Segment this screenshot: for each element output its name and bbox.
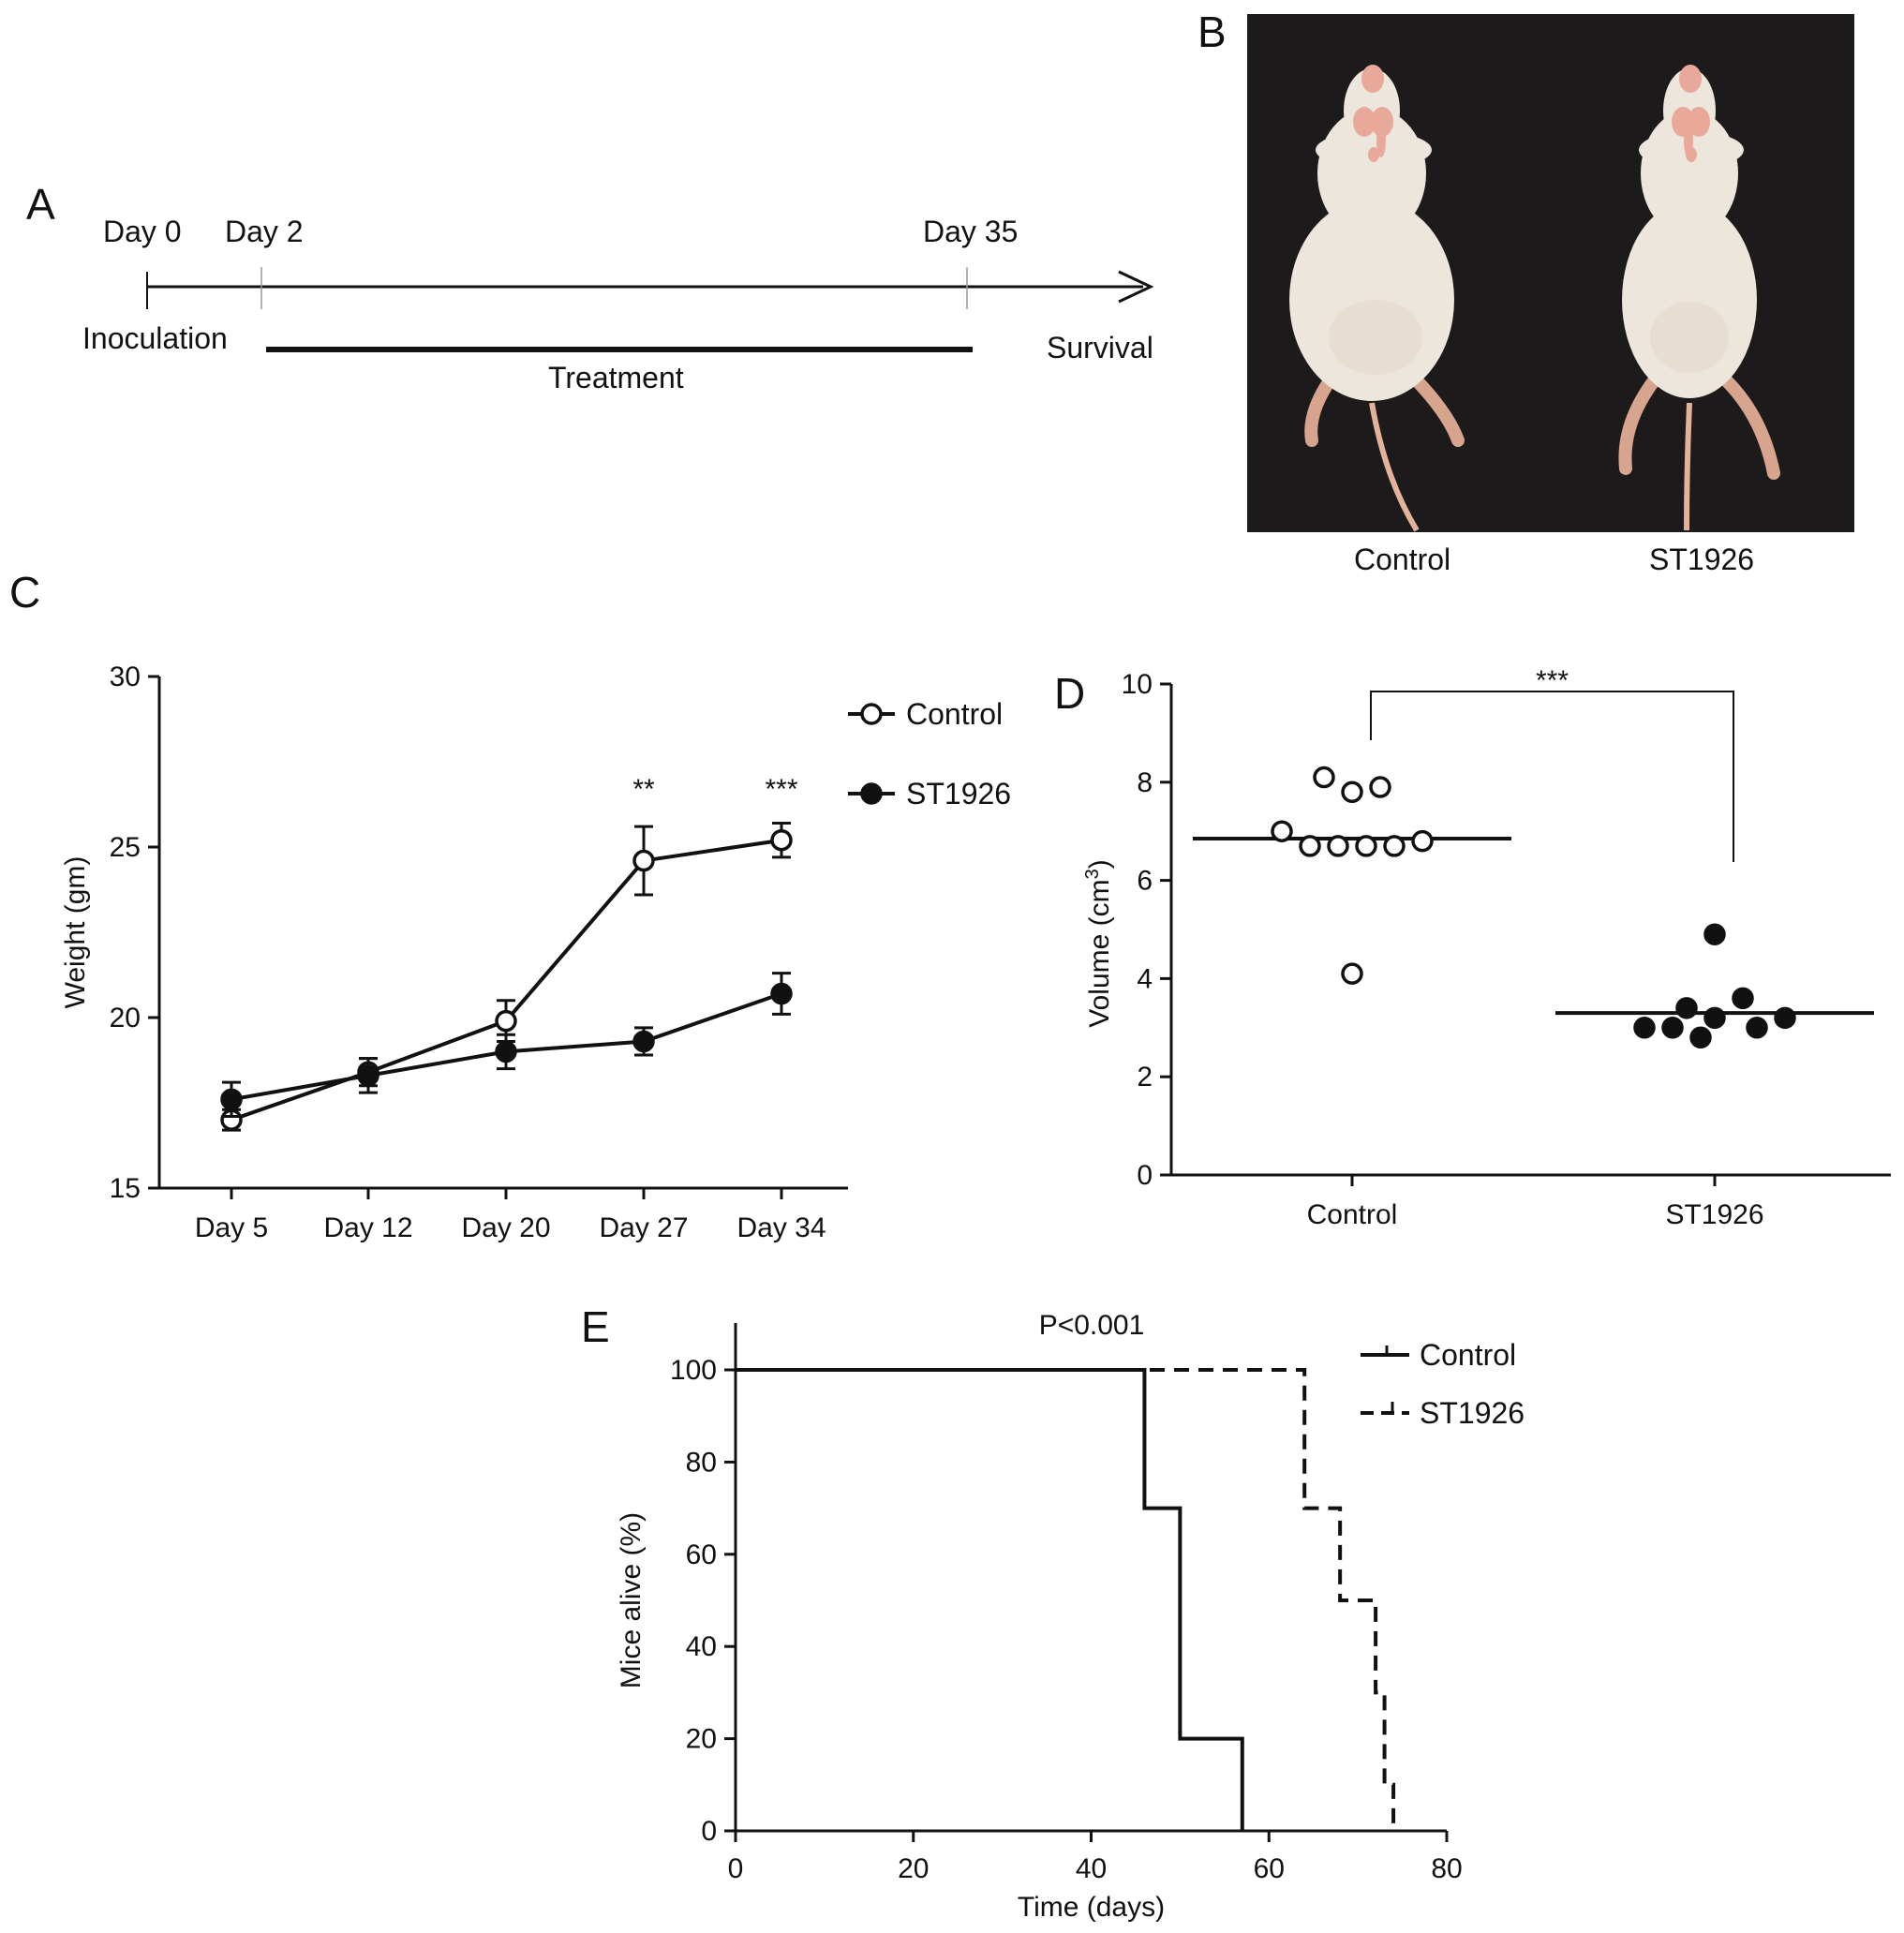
x-tick-label-control: Control	[1307, 1199, 1398, 1230]
data-point-control-0	[1313, 766, 1335, 789]
panel-c-letter: C	[9, 568, 40, 617]
y-axis-label: Weight (gm)	[60, 856, 91, 1009]
legend-label-control: Control	[906, 697, 1003, 731]
data-point-control-9	[1341, 962, 1363, 985]
survival-curve-st1926	[736, 1368, 1396, 1831]
significance-label: ***	[1536, 665, 1569, 696]
y-tick-label-20: 20	[686, 1724, 717, 1755]
timeline-label-day-0: Day 0	[103, 215, 182, 248]
data-point-st1926-7	[1774, 1006, 1796, 1030]
y-tick-label-100: 100	[670, 1355, 717, 1386]
timeline-label-day-35: Day 35	[923, 215, 1018, 248]
legend-marker-st1926	[860, 782, 883, 805]
survival-chart: 0 20 40 60 80 100 0 20 40 60 80 Time (days) Mice ali…	[616, 1310, 1525, 1923]
y-tick-label-40: 40	[686, 1631, 717, 1662]
data-point-control-6	[1383, 835, 1406, 857]
data-point-st1926-4	[770, 982, 793, 1005]
x-tick-label-day-12: Day 12	[323, 1212, 412, 1243]
timeline-inoculation-label: Inoculation	[82, 321, 228, 355]
data-point-control-4	[770, 828, 793, 852]
data-point-control-7	[1411, 829, 1434, 853]
panel-c: C 15 20 25 30 Day 5 Day 12 Day 20 Day 27 Day 34 W…	[9, 568, 1011, 1243]
mouse-st1926-illustration	[1618, 65, 1780, 531]
data-point-st1926-2	[1675, 997, 1698, 1019]
mouse-control-illustration	[1289, 65, 1465, 532]
y-tick-label-4: 4	[1137, 963, 1153, 994]
significance-day-34: ***	[765, 774, 797, 805]
panel-e: E 0 20 40 60 80 100 0 20 40 60 80 Time (days) Mice a…	[581, 1302, 1525, 1923]
volume-chart: 0 2 4 6 8 10 Control ST1926 Volume (cm3) ***	[1082, 665, 1891, 1230]
significance-day-27: **	[632, 774, 655, 805]
data-point-st1926-8	[1689, 1026, 1712, 1049]
y-tick-label-0: 0	[1137, 1160, 1153, 1191]
y-tick-label-15: 15	[110, 1173, 141, 1204]
x-axis-label: Time (days)	[1018, 1892, 1165, 1923]
y-tick-label-6: 6	[1137, 866, 1153, 897]
photo-caption-st1926: ST1926	[1649, 543, 1754, 576]
data-point-st1926-0	[220, 1088, 243, 1111]
data-point-control-2	[1369, 776, 1391, 798]
panel-d: D 0 2 4 6 8 10 Control ST1926 Volume (cm3) ***	[1054, 665, 1891, 1230]
x-tick-label-st1926: ST1926	[1665, 1199, 1763, 1230]
significance-bracket	[1370, 691, 1734, 863]
y-tick-label-10: 10	[1122, 669, 1153, 700]
survival-curve-control	[736, 1368, 1244, 1831]
panel-b: B	[1197, 7, 1854, 576]
data-point-st1926-4	[1661, 1017, 1684, 1039]
y-tick-label-60: 60	[686, 1539, 717, 1570]
p-value-annotation: P<0.001	[1039, 1310, 1145, 1341]
data-point-st1926-3	[1633, 1017, 1656, 1039]
legend-label-st1926: ST1926	[1420, 1396, 1525, 1430]
x-tick-label-20: 20	[898, 1853, 929, 1884]
x-tick-label-60: 60	[1254, 1853, 1285, 1884]
x-tick-label-day-34: Day 34	[736, 1212, 826, 1243]
legend-label-control: Control	[1420, 1338, 1516, 1372]
x-tick-label-day-20: Day 20	[461, 1212, 550, 1243]
panel-e-letter: E	[581, 1302, 610, 1351]
x-tick-label-40: 40	[1076, 1853, 1107, 1884]
legend-label-st1926: ST1926	[906, 777, 1011, 810]
data-point-st1926-5	[1703, 1006, 1726, 1030]
data-point-control-5	[1355, 835, 1377, 857]
data-point-control-4	[1327, 835, 1349, 857]
y-tick-label-25: 25	[110, 832, 141, 863]
timeline-arrowhead	[1118, 270, 1154, 304]
x-tick-label-day-27: Day 27	[599, 1212, 688, 1243]
data-point-st1926-1	[357, 1064, 379, 1087]
data-point-st1926-6	[1746, 1017, 1768, 1039]
x-tick-label-80: 80	[1431, 1853, 1462, 1884]
panel-a: A Day 0 Day 2 Day 35 Inoculation Treatme…	[26, 180, 1154, 394]
y-tick-label-20: 20	[110, 1003, 141, 1033]
weight-chart: 15 20 25 30 Day 5 Day 12 Day 20 Day 27 Day 34 Wei…	[60, 662, 1011, 1243]
y-tick-label-80: 80	[686, 1447, 717, 1478]
treatment-label: Treatment	[548, 361, 684, 394]
y-tick-label-2: 2	[1137, 1062, 1153, 1093]
data-point-st1926-0	[1703, 923, 1726, 945]
legend-marker-control	[860, 703, 883, 725]
y-axis-label: Volume (cm3)	[1082, 859, 1115, 1028]
y-tick-label-8: 8	[1137, 767, 1153, 798]
timeline-label-day-2: Day 2	[225, 215, 304, 248]
data-point-control-1	[1341, 781, 1363, 804]
data-point-control-2	[495, 1009, 517, 1033]
data-point-control-3	[632, 849, 655, 872]
panel-d-letter: D	[1054, 669, 1085, 718]
photo-caption-control: Control	[1354, 543, 1450, 576]
survival-label: Survival	[1047, 331, 1153, 364]
data-point-st1926-1	[1732, 987, 1754, 1010]
data-point-st1926-2	[495, 1040, 517, 1063]
data-point-control-3	[1271, 820, 1293, 842]
y-tick-label-0: 0	[701, 1816, 717, 1847]
y-axis-label: Mice alive (%)	[616, 1512, 647, 1688]
data-point-control-8	[1299, 835, 1321, 857]
series-line-control	[231, 838, 782, 1123]
x-tick-label-day-5: Day 5	[195, 1212, 268, 1243]
panel-b-letter: B	[1197, 7, 1227, 56]
panel-a-letter: A	[26, 180, 55, 229]
x-tick-label-0: 0	[728, 1853, 744, 1884]
data-point-st1926-3	[632, 1030, 655, 1053]
y-tick-label-30: 30	[110, 662, 141, 692]
